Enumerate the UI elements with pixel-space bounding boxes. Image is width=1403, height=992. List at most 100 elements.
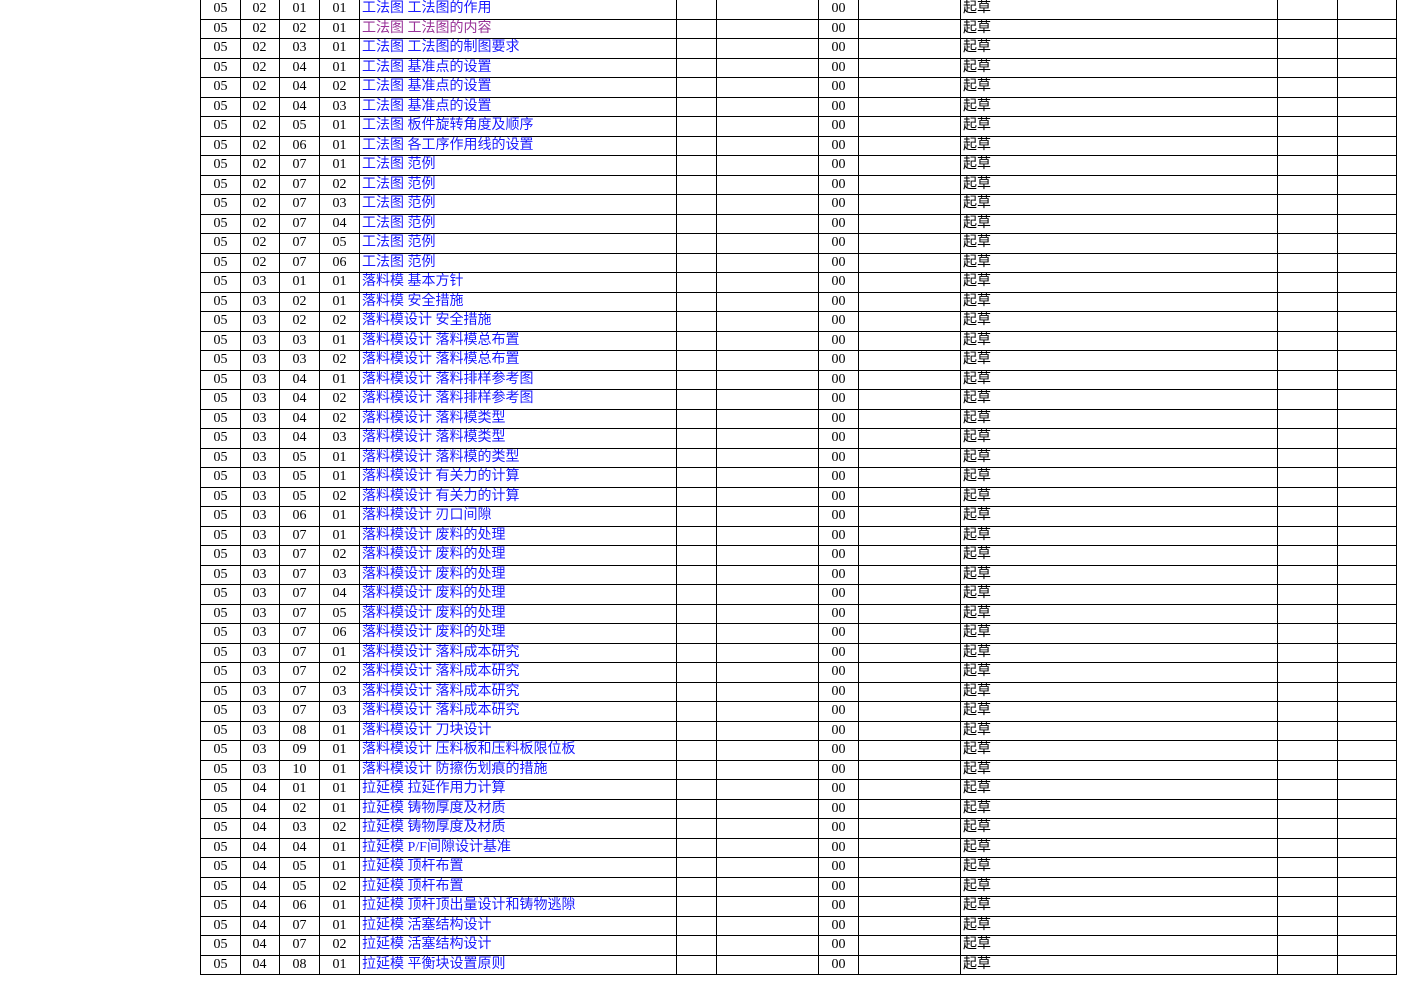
code-d: 01 bbox=[320, 760, 360, 780]
cell bbox=[677, 409, 717, 429]
cell bbox=[677, 312, 717, 332]
version: 00 bbox=[819, 448, 859, 468]
cell bbox=[717, 682, 819, 702]
cell bbox=[859, 838, 961, 858]
cell bbox=[677, 799, 717, 819]
item-title: 工法图 工法图的作用 bbox=[360, 0, 677, 20]
cell bbox=[677, 448, 717, 468]
code-c: 05 bbox=[280, 858, 320, 878]
cell bbox=[1338, 312, 1397, 332]
code-b: 02 bbox=[240, 117, 280, 137]
version: 00 bbox=[819, 682, 859, 702]
code-a: 05 bbox=[200, 565, 241, 585]
cell bbox=[859, 955, 961, 975]
code-b: 03 bbox=[240, 526, 280, 546]
code-a: 05 bbox=[200, 819, 241, 839]
code-b: 04 bbox=[240, 916, 280, 936]
code-d: 02 bbox=[320, 936, 360, 956]
cell bbox=[859, 175, 961, 195]
item-title: 落料模设计 落料成本研究 bbox=[360, 702, 677, 722]
status: 起草 bbox=[961, 468, 1278, 488]
cell bbox=[717, 39, 819, 59]
version: 00 bbox=[819, 624, 859, 644]
item-title: 拉延模 铸物厚度及材质 bbox=[360, 819, 677, 839]
cell bbox=[677, 370, 717, 390]
cell bbox=[1338, 175, 1397, 195]
item-title: 落料模设计 废料的处理 bbox=[360, 604, 677, 624]
cell bbox=[1338, 156, 1397, 176]
cell bbox=[1338, 429, 1397, 449]
status: 起草 bbox=[961, 955, 1278, 975]
cell bbox=[859, 663, 961, 683]
version: 00 bbox=[819, 741, 859, 761]
cell bbox=[1338, 468, 1397, 488]
code-c: 05 bbox=[280, 487, 320, 507]
code-c: 06 bbox=[280, 136, 320, 156]
code-a: 05 bbox=[200, 97, 241, 117]
cell bbox=[717, 819, 819, 839]
cell bbox=[859, 195, 961, 215]
code-d: 01 bbox=[320, 136, 360, 156]
code-a: 05 bbox=[200, 702, 241, 722]
cell bbox=[859, 156, 961, 176]
code-c: 07 bbox=[280, 546, 320, 566]
code-b: 03 bbox=[240, 487, 280, 507]
code-b: 03 bbox=[240, 448, 280, 468]
version: 00 bbox=[819, 312, 859, 332]
code-c: 04 bbox=[280, 78, 320, 98]
cell bbox=[717, 897, 819, 917]
code-c: 07 bbox=[280, 936, 320, 956]
version: 00 bbox=[819, 390, 859, 410]
code-d: 01 bbox=[320, 0, 360, 20]
code-b: 02 bbox=[240, 78, 280, 98]
code-d: 01 bbox=[320, 370, 360, 390]
version: 00 bbox=[819, 916, 859, 936]
code-c: 04 bbox=[280, 409, 320, 429]
item-title: 落料模设计 安全措施 bbox=[360, 312, 677, 332]
version: 00 bbox=[819, 468, 859, 488]
code-c: 02 bbox=[280, 292, 320, 312]
cell bbox=[1278, 156, 1338, 176]
status: 起草 bbox=[961, 429, 1278, 449]
cell bbox=[859, 292, 961, 312]
cell bbox=[717, 253, 819, 273]
item-title: 工法图 范例 bbox=[360, 195, 677, 215]
code-d: 05 bbox=[320, 604, 360, 624]
status: 起草 bbox=[961, 370, 1278, 390]
cell bbox=[859, 97, 961, 117]
cell bbox=[1338, 195, 1397, 215]
code-d: 01 bbox=[320, 468, 360, 488]
code-a: 05 bbox=[200, 507, 241, 527]
cell bbox=[1338, 234, 1397, 254]
cell bbox=[677, 351, 717, 371]
item-title: 落料模设计 有关力的计算 bbox=[360, 487, 677, 507]
code-a: 05 bbox=[200, 312, 241, 332]
cell bbox=[1278, 195, 1338, 215]
item-title: 落料模设计 刀块设计 bbox=[360, 721, 677, 741]
cell bbox=[859, 19, 961, 39]
item-title: 拉延模 铸物厚度及材质 bbox=[360, 799, 677, 819]
item-title: 工法图 工法图的内容 bbox=[360, 19, 677, 39]
cell bbox=[677, 97, 717, 117]
cell bbox=[1338, 0, 1397, 20]
cell bbox=[717, 663, 819, 683]
code-b: 03 bbox=[240, 370, 280, 390]
version: 00 bbox=[819, 136, 859, 156]
code-c: 03 bbox=[280, 39, 320, 59]
cell bbox=[859, 721, 961, 741]
code-d: 02 bbox=[320, 312, 360, 332]
item-title: 拉延模 顶杆顶出量设计和铸物逃隙 bbox=[360, 897, 677, 917]
cell bbox=[859, 741, 961, 761]
cell bbox=[859, 487, 961, 507]
cell bbox=[859, 78, 961, 98]
item-title: 拉延模 拉延作用力计算 bbox=[360, 780, 677, 800]
code-c: 07 bbox=[280, 234, 320, 254]
cell bbox=[717, 702, 819, 722]
cell bbox=[1278, 799, 1338, 819]
cell bbox=[1338, 546, 1397, 566]
code-c: 04 bbox=[280, 429, 320, 449]
status: 起草 bbox=[961, 526, 1278, 546]
code-b: 03 bbox=[240, 312, 280, 332]
code-b: 02 bbox=[240, 58, 280, 78]
version: 00 bbox=[819, 487, 859, 507]
